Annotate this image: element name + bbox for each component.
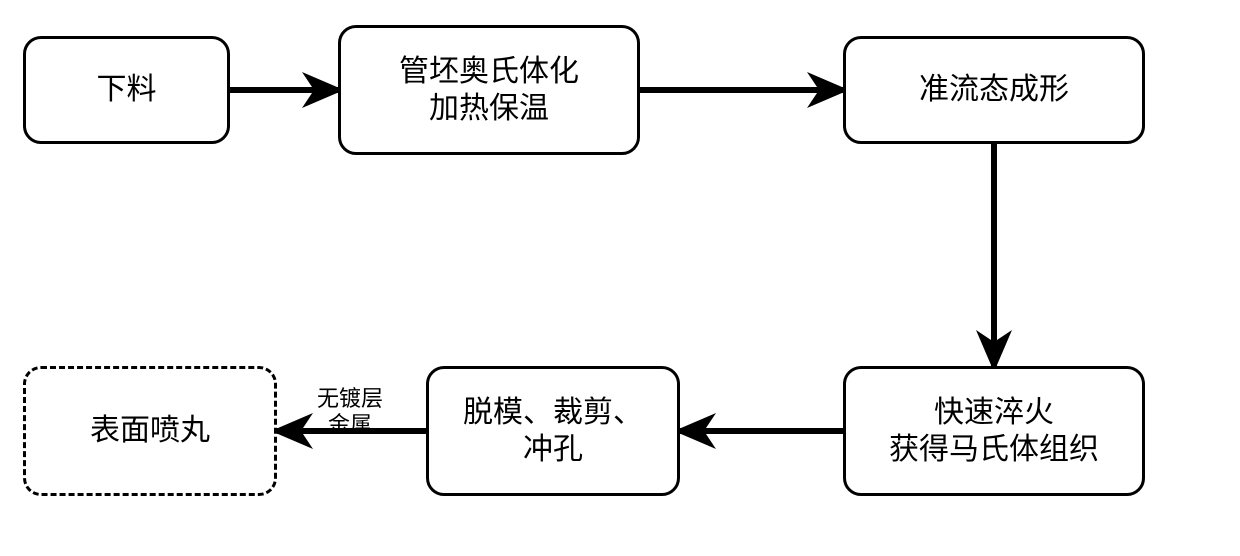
flow-node-text: 获得马氏体组织: [889, 431, 1099, 469]
flow-node-n4: 快速淬火获得马氏体组织: [843, 366, 1145, 496]
flow-node-text: 脱模、裁剪、: [463, 394, 643, 432]
flow-node-n5: 脱模、裁剪、冲孔: [426, 366, 680, 496]
flow-node-n1: 下料: [23, 36, 230, 144]
flow-edge-label-text: 无镀层: [290, 386, 410, 412]
flow-node-text: 准流态成形: [919, 71, 1069, 109]
flow-node-text: 表面喷丸: [90, 412, 210, 450]
flow-node-text: 冲孔: [523, 431, 583, 469]
flow-node-text: 加热保温: [429, 90, 549, 128]
flowchart-canvas: 下料 管坯奥氏体化加热保温 准流态成形快速淬火获得马氏体组织 脱模、裁剪、冲孔 表面喷丸…: [0, 0, 1240, 556]
flow-node-text: 快速淬火: [934, 394, 1054, 432]
flow-node-n6: 表面喷丸: [23, 366, 277, 496]
flow-edge-label: 无镀层金属: [290, 386, 410, 439]
flow-node-text: 管坯奥氏体化: [399, 53, 579, 91]
flow-edge-label-text: 金属: [290, 412, 410, 438]
flow-node-n2: 管坯奥氏体化加热保温: [338, 25, 640, 155]
flow-node-text: 下料: [97, 71, 157, 109]
flow-node-n3: 准流态成形: [843, 36, 1145, 144]
